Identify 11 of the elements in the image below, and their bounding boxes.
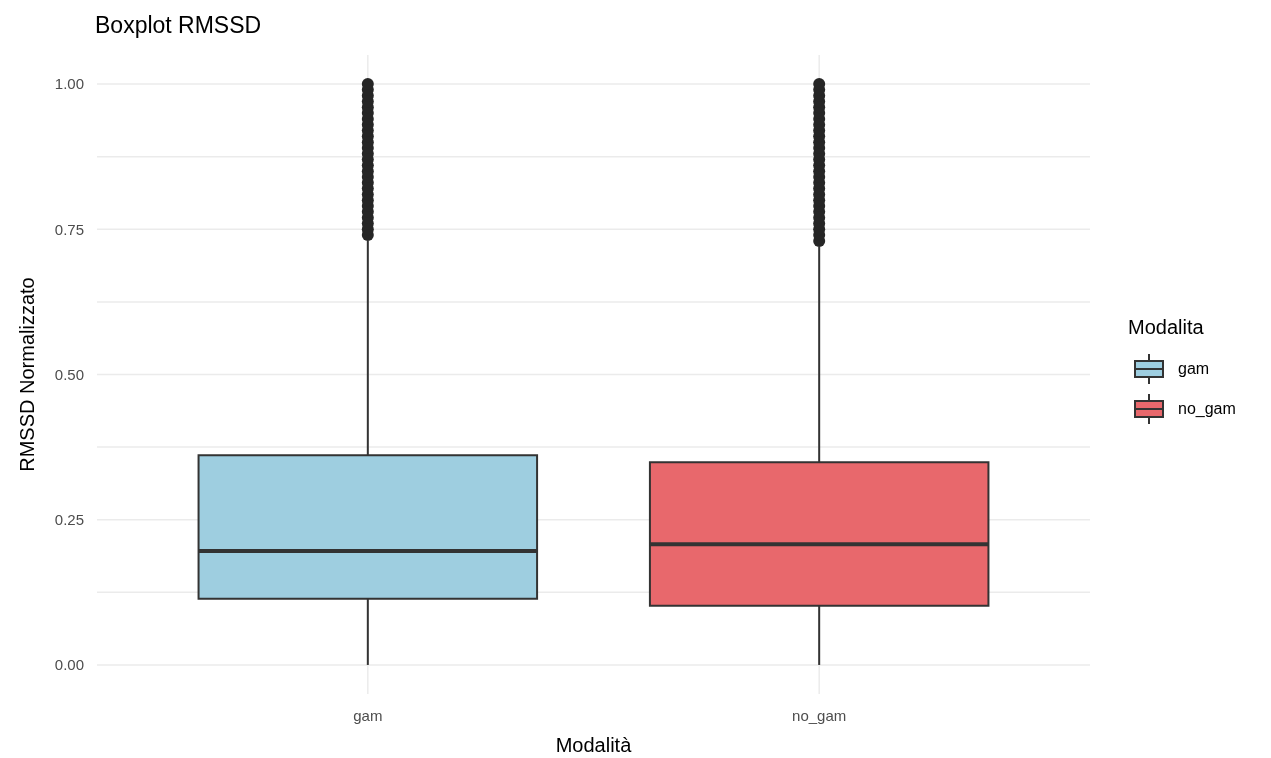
y-tick-label: 0.25: [54, 511, 84, 529]
x-axis-title: Modalità: [555, 734, 633, 756]
y-tick-label: 0.00: [54, 656, 84, 674]
y-tick-label: 0.50: [54, 365, 84, 383]
y-tick-label: 1.00: [54, 75, 84, 93]
legend-label: gam: [1178, 360, 1210, 378]
legend-title: Modalita: [1128, 316, 1205, 339]
legend-label: no_gam: [1178, 400, 1236, 418]
y-tick-label: 0.75: [54, 220, 84, 238]
y-axis-title: RMSSD Normalizzato: [16, 277, 38, 472]
chart-title: Boxplot RMSSD: [95, 12, 262, 39]
